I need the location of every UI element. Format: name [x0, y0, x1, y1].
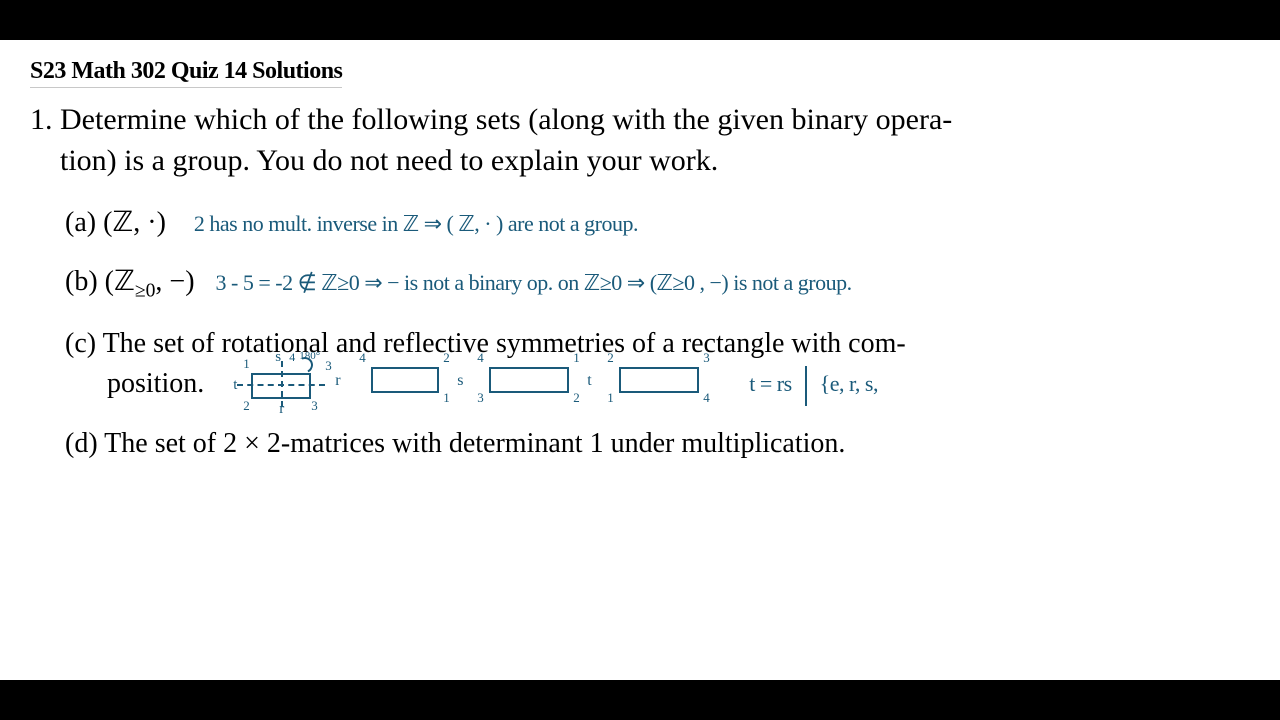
r3c4: 3 — [477, 389, 484, 408]
option-c-line1: The set of rotational and reflective sym… — [103, 328, 906, 359]
rect-diagram-3: 4 1 2 3 s — [489, 365, 569, 406]
r4-label: t — [587, 369, 591, 392]
question-text-line2: tion) is a group. You do not need to exp… — [60, 141, 1250, 182]
r1c4: 3 — [325, 357, 332, 376]
eq-text: t = rs — [749, 371, 791, 396]
option-a-annotation: 2 has no mult. inverse in ℤ ⇒ ( ℤ, · ) a… — [194, 211, 638, 236]
r1c2: 2 — [243, 397, 250, 416]
r4c1: 2 — [607, 349, 614, 368]
axis-r-label: r — [279, 399, 284, 421]
option-b-post: , −) — [155, 266, 194, 297]
option-b-sub: ≥0 — [135, 280, 156, 301]
option-d: (d) The set of 2 × 2-matrices with deter… — [65, 424, 1250, 465]
axis-s-label: s — [275, 347, 281, 369]
option-d-printed: The set of 2 × 2-matrices with determina… — [104, 428, 845, 459]
r3c3: 2 — [573, 389, 580, 408]
r2c3: 1 — [443, 389, 450, 408]
r2c1: 4 — [359, 349, 366, 368]
r1c1: 1 — [243, 355, 250, 374]
option-a-label: (a) — [65, 207, 96, 238]
option-a: (a) (ℤ, ·) 2 has no mult. inverse in ℤ ⇒… — [65, 203, 1250, 244]
r2-label: r — [335, 369, 340, 392]
question-number: 1. — [30, 103, 53, 136]
rect-diagram-1: t s 4 r 180° 1 2 3 3 — [251, 371, 321, 401]
symmetry-diagrams: t s 4 r 180° 1 2 3 3 4 — [251, 365, 878, 406]
rect-diagram-4: 2 3 4 1 t — [619, 365, 699, 406]
option-c-label: (c) — [65, 328, 96, 359]
option-b-printed: (ℤ≥0, −) — [105, 266, 202, 297]
option-c-line2: position. — [107, 368, 204, 399]
option-b-pre: (ℤ — [105, 266, 135, 297]
set-divider-icon — [805, 366, 807, 406]
option-c-line2-text: position. — [107, 368, 204, 399]
rect-diagram-2: 4 2 1 r — [371, 365, 439, 406]
option-b-annotation: 3 - 5 = -2 ∉ ℤ≥0 ⇒ − is not a binary op.… — [216, 270, 852, 295]
r3c2: 1 — [573, 349, 580, 368]
option-b: (b) (ℤ≥0, −) 3 - 5 = -2 ∉ ℤ≥0 ⇒ − is not… — [65, 262, 1250, 306]
r4c4: 1 — [607, 389, 614, 408]
options-list: (a) (ℤ, ·) 2 has no mult. inverse in ℤ ⇒… — [65, 203, 1250, 465]
symmetry-equation: t = rs {e, r, s, — [749, 366, 878, 406]
option-d-label: (d) — [65, 428, 98, 459]
option-b-label: (b) — [65, 266, 98, 297]
r1c3: 3 — [311, 397, 318, 416]
r3-label: s — [457, 369, 463, 392]
r2c2: 2 — [443, 349, 450, 368]
question-text-line1: Determine which of the following sets (a… — [60, 103, 952, 136]
r3c1: 4 — [477, 349, 484, 368]
page-title: S23 Math 302 Quiz 14 Solutions — [30, 58, 342, 88]
corner-4-top: 4 — [289, 349, 295, 366]
question-1: 1. Determine which of the following sets… — [30, 100, 1250, 181]
document-page: S23 Math 302 Quiz 14 Solutions 1. Determ… — [0, 40, 1280, 680]
option-c: (c) The set of rotational and reflective… — [65, 324, 1250, 406]
r4c3: 4 — [703, 389, 710, 408]
axis-t-label: t — [233, 375, 237, 397]
option-a-printed: (ℤ, ·) — [103, 207, 166, 238]
r4c2: 3 — [703, 349, 710, 368]
set-text: {e, r, s, — [820, 371, 878, 396]
